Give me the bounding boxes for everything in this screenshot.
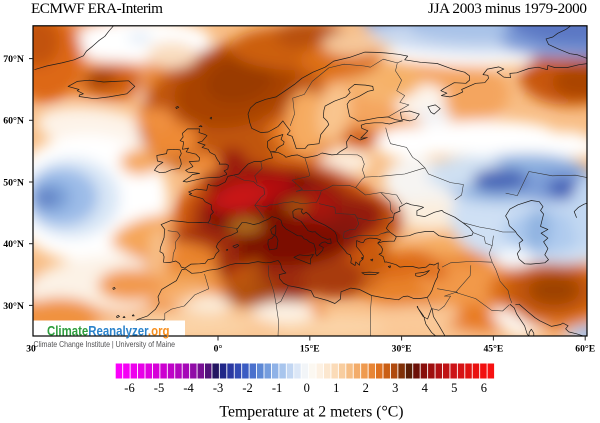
svg-text:2: 2	[363, 381, 369, 395]
svg-text:Climate Change Institute | Uni: Climate Change Institute | University of…	[34, 339, 176, 349]
svg-text:-3: -3	[213, 381, 223, 395]
svg-text:-1: -1	[272, 381, 282, 395]
svg-text:6: 6	[481, 381, 487, 395]
svg-text:ECMWF ERA-Interim: ECMWF ERA-Interim	[31, 0, 163, 17]
svg-text:30°N: 30°N	[3, 301, 24, 312]
svg-text:-5: -5	[154, 381, 164, 395]
svg-text:3: 3	[392, 381, 398, 395]
svg-text:1: 1	[333, 381, 339, 395]
svg-text:60°N: 60°N	[3, 116, 24, 127]
svg-text:5: 5	[451, 381, 457, 395]
svg-text:-2: -2	[242, 381, 252, 395]
svg-text:4: 4	[422, 381, 429, 395]
svg-text:-4: -4	[183, 381, 194, 395]
svg-text:30°E: 30°E	[392, 344, 412, 355]
svg-text:0: 0	[304, 381, 310, 395]
svg-text:-6: -6	[124, 381, 134, 395]
svg-text:30: 30	[26, 344, 36, 355]
svg-text:ClimateReanalyzer.org: ClimateReanalyzer.org	[47, 323, 170, 339]
svg-text:15°E: 15°E	[300, 344, 320, 355]
svg-text:50°N: 50°N	[3, 177, 24, 188]
svg-text:Temperature at 2 meters (°C): Temperature at 2 meters (°C)	[219, 404, 403, 421]
svg-text:40°N: 40°N	[3, 239, 24, 250]
svg-text:60°E: 60°E	[575, 344, 595, 355]
svg-text:45°E: 45°E	[483, 344, 503, 355]
svg-text:0°: 0°	[214, 344, 223, 355]
svg-text:70°N: 70°N	[3, 54, 24, 65]
svg-text:JJA 2003 minus 1979-2000: JJA 2003 minus 1979-2000	[428, 0, 587, 17]
